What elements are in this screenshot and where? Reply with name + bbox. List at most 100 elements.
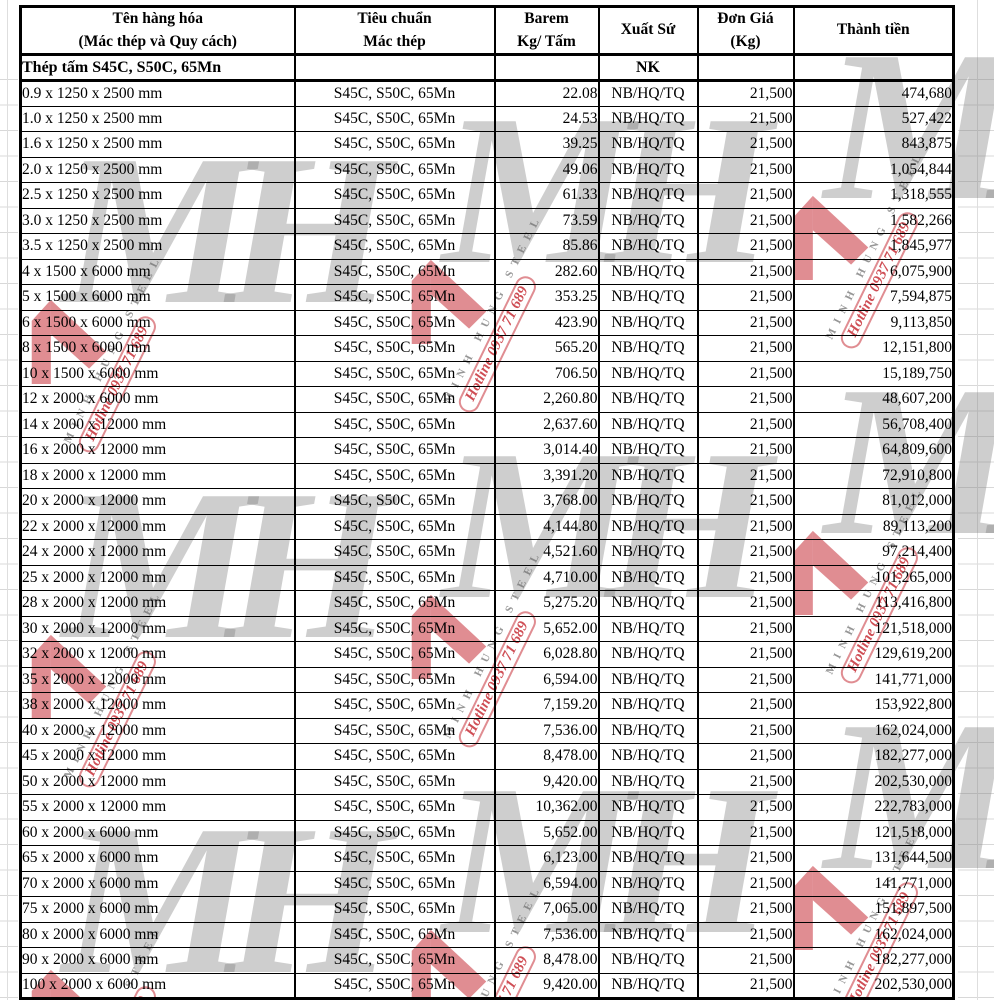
spreadsheet-gridlines-left	[0, 79, 18, 998]
cell-unit-price: 21,500	[696, 462, 795, 489]
cell-total: 527,422	[792, 105, 955, 132]
cell-spec: 100 x 2000 x 6000 mm	[19, 972, 296, 999]
table-row: 25 x 2000 x 12000 mm S45C, S50C, 65Mn 4,71…	[19, 564, 955, 591]
cell-origin: NB/HQ/TQ	[597, 182, 699, 209]
cell-unit-price: 21,500	[696, 641, 795, 668]
cell-barem: 4,144.80	[493, 513, 600, 540]
cell-total: 9,113,850	[792, 309, 955, 336]
cell-barem: 4,521.60	[493, 539, 600, 566]
cell-total: 72,910,800	[792, 462, 955, 489]
cell-standard: S45C, S50C, 65Mn	[293, 80, 496, 107]
cell-unit-price: 21,500	[696, 590, 795, 617]
header-product-name-line2: (Mác thép và Quy cách)	[78, 32, 237, 50]
cell-origin: NB/HQ/TQ	[597, 743, 699, 770]
cell-unit-price: 21,500	[696, 794, 795, 821]
cell-total: 202,530,000	[792, 768, 955, 795]
cell-spec: 16 x 2000 x 12000 mm	[19, 437, 296, 464]
section-origin: NK	[597, 54, 699, 82]
cell-standard: S45C, S50C, 65Mn	[293, 819, 496, 846]
table-row: 24 x 2000 x 12000 mm S45C, S50C, 65Mn 4,52…	[19, 539, 955, 566]
cell-barem: 9,420.00	[493, 768, 600, 795]
cell-origin: NB/HQ/TQ	[597, 233, 699, 260]
cell-unit-price: 21,500	[696, 233, 795, 260]
cell-total: 129,619,200	[792, 641, 955, 668]
cell-barem: 706.50	[493, 360, 600, 387]
cell-barem: 3,768.00	[493, 488, 600, 515]
spreadsheet-gridline-vertical-left	[7, 0, 8, 1000]
cell-standard: S45C, S50C, 65Mn	[293, 309, 496, 336]
cell-standard: S45C, S50C, 65Mn	[293, 258, 496, 285]
table-row: 10 x 1500 x 6000 mm S45C, S50C, 65Mn 706.5…	[19, 360, 955, 387]
table-row: 75 x 2000 x 6000 mm S45C, S50C, 65Mn 7,065…	[19, 896, 955, 923]
table-row: 14 x 2000 x 12000 mm S45C, S50C, 65Mn 2,63…	[19, 411, 955, 438]
cell-standard: S45C, S50C, 65Mn	[293, 131, 496, 158]
cell-spec: 20 x 2000 x 12000 mm	[19, 488, 296, 515]
cell-origin: NB/HQ/TQ	[597, 870, 699, 897]
header-standard-line2: Mác thép	[363, 32, 426, 50]
cell-barem: 6,594.00	[493, 666, 600, 693]
table-row: 12 x 2000 x 6000 mm S45C, S50C, 65Mn 2,260…	[19, 386, 955, 413]
cell-barem: 9,420.00	[493, 972, 600, 999]
cell-total: 1,845,977	[792, 233, 955, 260]
cell-standard: S45C, S50C, 65Mn	[293, 386, 496, 413]
cell-barem: 5,652.00	[493, 615, 600, 642]
cell-spec: 8 x 1500 x 6000 mm	[19, 335, 296, 362]
cell-barem: 8,478.00	[493, 947, 600, 974]
table-row: 8 x 1500 x 6000 mm S45C, S50C, 65Mn 565.20…	[19, 335, 955, 362]
cell-origin: NB/HQ/TQ	[597, 819, 699, 846]
cell-origin: NB/HQ/TQ	[597, 309, 699, 336]
table-row: 35 x 2000 x 12000 mm S45C, S50C, 65Mn 6,59…	[19, 666, 955, 693]
table-row: 50 x 2000 x 12000 mm S45C, S50C, 65Mn 9,42…	[19, 768, 955, 795]
cell-total: 89,113,200	[792, 513, 955, 540]
table-row: 80 x 2000 x 6000 mm S45C, S50C, 65Mn 7,536…	[19, 921, 955, 948]
cell-total: 141,771,000	[792, 870, 955, 897]
cell-barem: 7,536.00	[493, 717, 600, 744]
cell-unit-price: 21,500	[696, 335, 795, 362]
cell-origin: NB/HQ/TQ	[597, 284, 699, 311]
cell-unit-price: 21,500	[696, 207, 795, 234]
section-empty-unit-price	[696, 54, 795, 82]
header-unit-price-line1: Đơn Giá	[717, 10, 774, 28]
table-row: 30 x 2000 x 12000 mm S45C, S50C, 65Mn 5,65…	[19, 615, 955, 642]
cell-total: 141,771,000	[792, 666, 955, 693]
cell-origin: NB/HQ/TQ	[597, 131, 699, 158]
cell-origin: NB/HQ/TQ	[597, 896, 699, 923]
cell-origin: NB/HQ/TQ	[597, 513, 699, 540]
header-product-name: Tên hàng hóa (Mác thép và Quy cách)	[19, 6, 296, 56]
cell-standard: S45C, S50C, 65Mn	[293, 182, 496, 209]
cell-total: 1,318,555	[792, 182, 955, 209]
cell-standard: S45C, S50C, 65Mn	[293, 641, 496, 668]
cell-origin: NB/HQ/TQ	[597, 947, 699, 974]
cell-origin: NB/HQ/TQ	[597, 156, 699, 183]
cell-total: 151,897,500	[792, 896, 955, 923]
cell-barem: 2,260.80	[493, 386, 600, 413]
cell-origin: NB/HQ/TQ	[597, 80, 699, 107]
cell-origin: NB/HQ/TQ	[597, 666, 699, 693]
header-standard-line1: Tiêu chuẩn	[357, 10, 432, 28]
cell-unit-price: 21,500	[696, 156, 795, 183]
cell-origin: NB/HQ/TQ	[597, 360, 699, 387]
cell-standard: S45C, S50C, 65Mn	[293, 692, 496, 719]
table-row: 2.5 x 1250 x 2500 mm S45C, S50C, 65Mn 61.3…	[19, 182, 955, 209]
section-empty-total	[792, 54, 955, 82]
cell-total: 162,024,000	[792, 717, 955, 744]
cell-standard: S45C, S50C, 65Mn	[293, 921, 496, 948]
cell-unit-price: 21,500	[696, 488, 795, 515]
cell-standard: S45C, S50C, 65Mn	[293, 233, 496, 260]
cell-spec: 24 x 2000 x 12000 mm	[19, 539, 296, 566]
cell-standard: S45C, S50C, 65Mn	[293, 207, 496, 234]
cell-spec: 1.0 x 1250 x 2500 mm	[19, 105, 296, 132]
table-row: 5 x 1500 x 6000 mm S45C, S50C, 65Mn 353.25…	[19, 284, 955, 311]
cell-barem: 7,536.00	[493, 921, 600, 948]
table-row: 6 x 1500 x 6000 mm S45C, S50C, 65Mn 423.90…	[19, 309, 955, 336]
cell-standard: S45C, S50C, 65Mn	[293, 615, 496, 642]
cell-origin: NB/HQ/TQ	[597, 717, 699, 744]
cell-standard: S45C, S50C, 65Mn	[293, 156, 496, 183]
table-row: 2.0 x 1250 x 2500 mm S45C, S50C, 65Mn 49.0…	[19, 156, 955, 183]
table-row: 0.9 x 1250 x 2500 mm S45C, S50C, 65Mn 22.0…	[19, 80, 955, 107]
table-row: 16 x 2000 x 12000 mm S45C, S50C, 65Mn 3,01…	[19, 437, 955, 464]
section-row: Thép tấm S45C, S50C, 65Mn NK	[19, 54, 955, 82]
cell-total: 153,922,800	[792, 692, 955, 719]
cell-unit-price: 21,500	[696, 692, 795, 719]
cell-barem: 49.06	[493, 156, 600, 183]
